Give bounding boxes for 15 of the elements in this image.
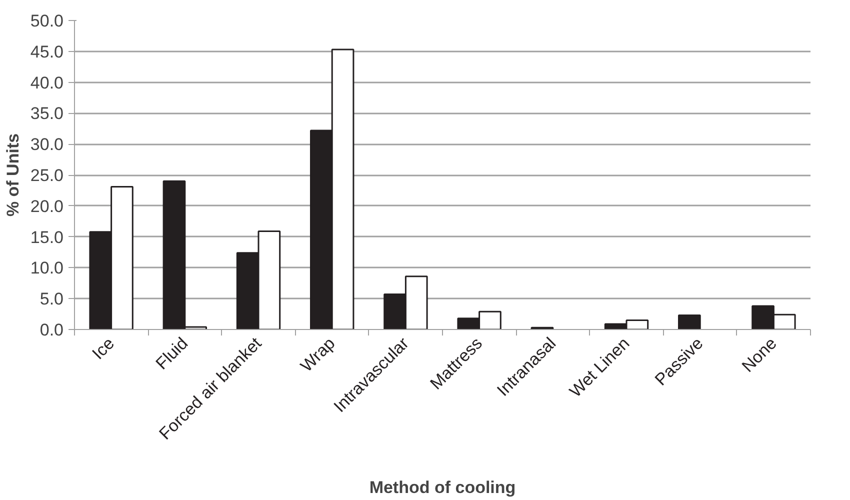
- y-tick-label: 25.0: [30, 166, 64, 185]
- y-tick-label: 15.0: [30, 228, 64, 247]
- y-tick-label: 40.0: [30, 73, 64, 92]
- x-axis-title: Method of cooling: [369, 478, 516, 498]
- y-tick-label: 35.0: [30, 104, 64, 124]
- x-tick-label: Ice: [88, 334, 118, 364]
- y-tick-label: 0.0: [40, 320, 64, 340]
- y-tick-label: 5.0: [40, 290, 64, 309]
- y-tick-label: 30.0: [30, 135, 64, 154]
- y-tick-label: 10.0: [30, 258, 64, 278]
- y-axis-title: % of Units: [3, 133, 22, 217]
- bar: [678, 314, 701, 330]
- y-tick-label: 50.0: [30, 12, 64, 30]
- y-tick-label: 20.0: [30, 196, 64, 216]
- y-tick-label: 45.0: [30, 42, 64, 62]
